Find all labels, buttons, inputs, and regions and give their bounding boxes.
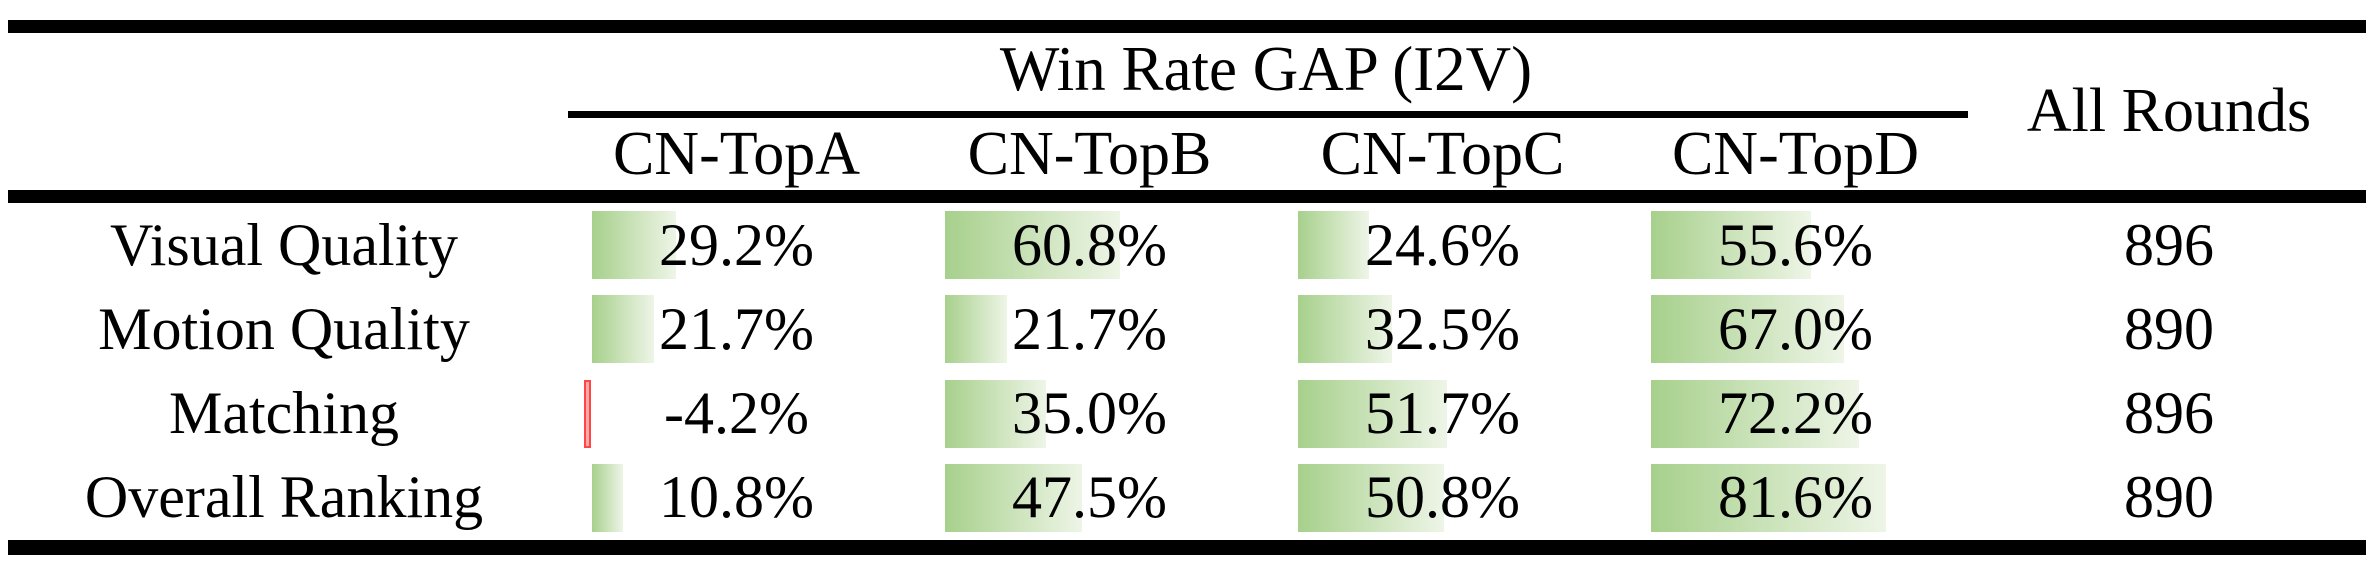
table-row: Visual Quality 29.2% 60.8% 24.6% 55.6% 896: [8, 203, 2366, 287]
cell-value: 60.8%: [1012, 211, 1167, 278]
data-bar: [592, 295, 654, 364]
data-bar: [592, 211, 676, 279]
value-cell: 47.5%: [913, 456, 1266, 540]
cell-value: 81.6%: [1718, 464, 1873, 531]
value-cell: 29.2%: [560, 203, 913, 287]
value-cell: 21.7%: [913, 287, 1266, 371]
data-bar: [1298, 463, 1444, 532]
data-bar: [945, 379, 1046, 448]
data-bar: [592, 463, 623, 532]
cell-value: 21.7%: [1012, 295, 1167, 362]
data-bar: [1651, 211, 1811, 279]
row-label: Overall Ranking: [84, 464, 484, 531]
column-headers: CN-TopA CN-TopB CN-TopC CN-TopD: [560, 119, 1972, 190]
data-bar: [1651, 463, 1886, 532]
table-rule-bottom: [8, 540, 2366, 555]
cell-value: 50.8%: [1365, 464, 1520, 531]
value-cell: 67.0%: [1619, 287, 1972, 371]
cell-value: 21.7%: [659, 295, 814, 362]
cell-value: 55.6%: [1718, 211, 1873, 278]
value-cell: 55.6%: [1619, 203, 1972, 287]
cell-value: -4.2%: [664, 380, 809, 447]
row-label: Visual Quality: [109, 211, 459, 278]
value-cell: 60.8%: [913, 203, 1266, 287]
data-bar: [1298, 295, 1392, 364]
value-cell: -4.2%: [560, 372, 913, 456]
column-header-cn-topa: CN-TopA: [612, 120, 861, 188]
cell-value: 72.2%: [1718, 380, 1873, 447]
value-cell: 32.5%: [1266, 287, 1619, 371]
cell-value: 67.0%: [1718, 295, 1873, 362]
value-cell: 51.7%: [1266, 372, 1619, 456]
value-cell: 50.8%: [1266, 456, 1619, 540]
data-bar: [945, 463, 1082, 532]
win-rate-table: Win Rate GAP (I2V) CN-TopA CN-TopB CN-TopC…: [8, 0, 2366, 570]
value-cell: 24.6%: [1266, 203, 1619, 287]
all-rounds-value: 890: [2124, 464, 2214, 531]
cell-value: 35.0%: [1012, 380, 1167, 447]
value-cell: 81.6%: [1619, 456, 1972, 540]
row-label: Motion Quality: [98, 295, 470, 362]
group-header-underline: [568, 111, 1968, 118]
all-rounds-value: 896: [2124, 380, 2214, 447]
cell-value: 47.5%: [1012, 464, 1167, 531]
cell-value: 51.7%: [1365, 380, 1520, 447]
group-header-win-rate-gap: Win Rate GAP (I2V): [999, 34, 1533, 104]
cell-value: 32.5%: [1365, 295, 1520, 362]
data-bar: [1298, 379, 1447, 448]
cell-value: 29.2%: [659, 211, 814, 278]
data-bar: [945, 211, 1120, 279]
data-bar-negative: [584, 379, 591, 448]
data-bar: [1651, 295, 1844, 364]
table-rule-top: [8, 20, 2366, 33]
value-cell: 10.8%: [560, 456, 913, 540]
table-row: Overall Ranking 10.8% 47.5% 50.8% 81.6% 890: [8, 456, 2366, 540]
table-row: Matching -4.2% 35.0% 51.7% 72.2% 896: [8, 372, 2366, 456]
all-rounds-value: 890: [2124, 295, 2214, 362]
cell-value: 10.8%: [659, 464, 814, 531]
table-rule-header-bottom: [8, 190, 2366, 203]
data-bar: [1651, 379, 1859, 448]
data-bar: [1298, 211, 1369, 279]
column-header-all-rounds: All Rounds: [2026, 76, 2312, 145]
row-label: Matching: [169, 380, 399, 447]
table-row: Motion Quality 21.7% 21.7% 32.5% 67.0% 890: [8, 287, 2366, 371]
column-header-cn-topb: CN-TopB: [967, 120, 1212, 188]
all-rounds-value: 896: [2124, 211, 2214, 278]
table-body: Visual Quality 29.2% 60.8% 24.6% 55.6% 896 Mot…: [8, 203, 2366, 540]
column-header-cn-topc: CN-TopC: [1320, 120, 1565, 188]
value-cell: 35.0%: [913, 372, 1266, 456]
value-cell: 72.2%: [1619, 372, 1972, 456]
value-cell: 21.7%: [560, 287, 913, 371]
column-header-cn-topd: CN-TopD: [1671, 120, 1920, 188]
data-bar: [945, 295, 1007, 364]
cell-value: 24.6%: [1365, 211, 1520, 278]
